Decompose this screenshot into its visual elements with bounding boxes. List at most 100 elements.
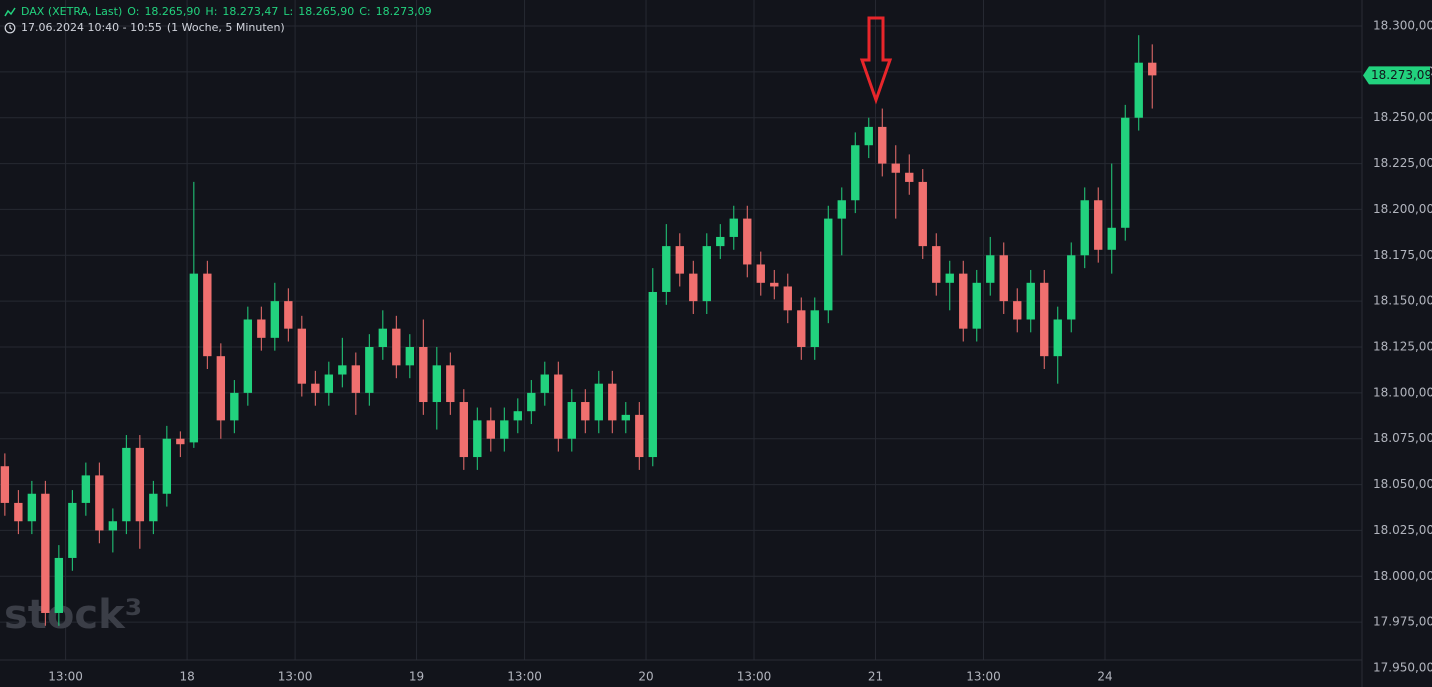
watermark: stock³ — [4, 592, 142, 638]
candle-body — [95, 475, 104, 531]
clock-icon — [4, 22, 16, 34]
candle-body — [527, 392, 536, 412]
period: 17.06.2024 10:40 - 10:55 — [21, 21, 162, 34]
close-value: 18.273,09 — [375, 5, 432, 18]
candle-body — [459, 402, 468, 458]
candle-body — [338, 365, 347, 375]
x-tick-label: 19 — [409, 670, 424, 684]
candle-body — [864, 126, 873, 146]
candle-body — [648, 291, 657, 458]
last-price-tag — [1363, 66, 1430, 85]
candle-body — [1134, 62, 1143, 118]
candle-body — [945, 273, 954, 283]
open-label: O: — [127, 5, 140, 18]
y-tick-label: 18.125,00 — [1373, 340, 1432, 354]
candle-body — [554, 374, 563, 439]
candle-body — [351, 365, 361, 393]
y-tick-label: 18.175,00 — [1373, 248, 1432, 262]
y-tick-label: 18.300,00 — [1373, 19, 1432, 33]
candles — [0, 35, 1157, 626]
candle-body — [743, 218, 752, 265]
chart-icon — [4, 7, 16, 17]
candle-body — [1121, 117, 1130, 228]
candle-body — [662, 246, 671, 292]
x-tick-label: 24 — [1097, 670, 1112, 684]
candle-body — [1080, 200, 1089, 256]
axes: 17.950,00 17.975,00 18.000,00 18.025,00 18.0… — [48, 19, 1432, 684]
candle-body — [432, 365, 441, 403]
candle-body — [284, 301, 293, 329]
y-tick-label: 18.075,00 — [1373, 431, 1432, 445]
y-tick-label: 18.100,00 — [1373, 385, 1432, 399]
candle-body — [135, 447, 145, 522]
candle-body — [1107, 227, 1116, 250]
candle-body — [176, 438, 185, 445]
candle-body — [675, 246, 684, 274]
candle-body — [702, 246, 711, 302]
x-tick-label: 20 — [638, 670, 653, 684]
x-tick-label: 13:00 — [507, 670, 542, 684]
ohlc-row: DAX (XETRA, Last) O: 18.265,90 H: 18.273,4… — [4, 4, 432, 20]
low-label: L: — [283, 5, 294, 18]
candle-body — [851, 145, 860, 201]
candle-body — [932, 246, 941, 283]
close-label: C: — [359, 5, 371, 18]
candle-body — [878, 126, 887, 164]
y-tick-label: 18.150,00 — [1373, 294, 1432, 308]
candle-body — [594, 383, 603, 421]
candle-body — [837, 200, 846, 219]
y-tick-label: 18.225,00 — [1373, 156, 1432, 170]
period-row: 17.06.2024 10:40 - 10:55 (1 Woche, 5 Min… — [4, 20, 432, 36]
candle-body — [324, 374, 334, 393]
candle-body — [1053, 319, 1062, 357]
candle-body — [68, 502, 77, 558]
candle-body — [756, 264, 765, 283]
candle-body — [162, 438, 172, 494]
candle-body — [203, 273, 212, 357]
candle-body — [108, 521, 118, 531]
x-axis-band — [0, 660, 1432, 687]
legend-header: DAX (XETRA, Last) O: 18.265,90 H: 18.273,4… — [4, 4, 432, 36]
candle-body — [540, 374, 549, 393]
last-price-label: 18.273,09 — [1371, 68, 1432, 82]
candle-body — [608, 383, 617, 421]
low-value: 18.265,90 — [298, 5, 355, 18]
candle-body — [1013, 301, 1022, 320]
y-tick-label: 17.975,00 — [1373, 615, 1432, 629]
candle-body — [419, 347, 428, 403]
candle-body — [918, 181, 927, 247]
candle-body — [972, 282, 981, 329]
candle-body — [486, 420, 495, 439]
candle-body — [1040, 282, 1049, 357]
x-tick-label: 18 — [179, 670, 194, 684]
x-tick-label: 13:00 — [966, 670, 1001, 684]
y-tick-label: 18.050,00 — [1373, 477, 1432, 491]
x-tick-label: 13:00 — [737, 670, 772, 684]
candle-body — [122, 447, 131, 522]
candle-body — [1067, 255, 1076, 320]
candle-body — [1094, 200, 1103, 250]
candle-body — [999, 255, 1008, 302]
candle-body — [567, 402, 576, 439]
interval: (1 Woche, 5 Minuten) — [166, 21, 285, 34]
candle-body — [959, 273, 968, 329]
candle-body — [0, 466, 10, 503]
candle-body — [189, 273, 199, 443]
candle-body — [14, 502, 23, 522]
candle-body — [513, 411, 522, 421]
candle-body — [783, 286, 792, 311]
candle-body — [446, 365, 455, 403]
high-label: H: — [205, 5, 218, 18]
candle-body — [500, 420, 509, 439]
candle-body — [41, 493, 50, 613]
candle-body — [311, 383, 320, 393]
candle-body — [824, 218, 833, 311]
x-tick-label: 13:00 — [278, 670, 313, 684]
candle-body — [54, 557, 64, 613]
x-tick-label: 21 — [868, 670, 883, 684]
annotation-arrow — [859, 16, 893, 105]
candle-body — [81, 475, 91, 503]
candle-body — [27, 493, 37, 522]
